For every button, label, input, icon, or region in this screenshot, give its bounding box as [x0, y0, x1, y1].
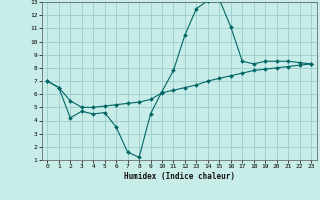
X-axis label: Humidex (Indice chaleur): Humidex (Indice chaleur) — [124, 172, 235, 181]
